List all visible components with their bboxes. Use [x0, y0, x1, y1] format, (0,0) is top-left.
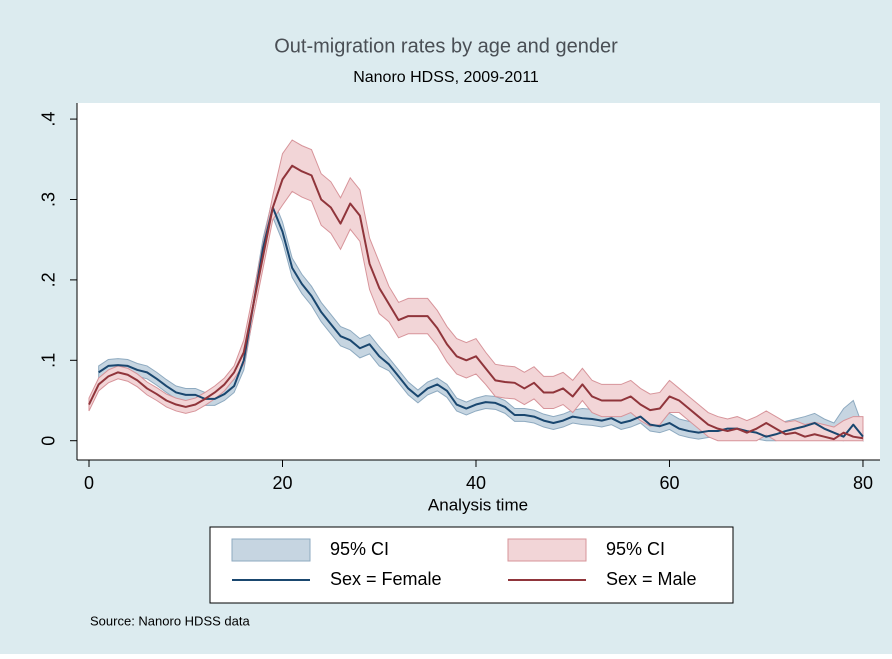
- y-tick-label: .2: [39, 272, 59, 287]
- x-axis-label: Analysis time: [428, 495, 528, 514]
- x-tick-label: 40: [466, 473, 486, 493]
- x-tick-label: 60: [659, 473, 679, 493]
- legend-key: [231, 538, 311, 562]
- y-tick-label: 0: [39, 436, 59, 446]
- legend-label: 95% CI: [330, 539, 389, 559]
- y-tick-label: .4: [39, 112, 59, 127]
- x-tick-label: 80: [853, 473, 873, 493]
- x-tick-label: 0: [84, 473, 94, 493]
- y-tick-label: .1: [39, 353, 59, 368]
- legend-label: Sex = Female: [330, 569, 442, 589]
- source-note: Source: Nanoro HDSS data: [90, 613, 250, 628]
- legend-label: Sex = Male: [606, 569, 697, 589]
- series-line: [88, 164, 864, 441]
- y-tick-label: .3: [39, 192, 59, 207]
- legend-label: 95% CI: [606, 539, 665, 559]
- chart-subtitle: Nanoro HDSS, 2009-2011: [353, 69, 539, 86]
- x-tick-label: 20: [272, 473, 292, 493]
- legend-key: [507, 538, 587, 562]
- ci-band: [88, 139, 864, 442]
- chart-title: Out-migration rates by age and gender: [274, 35, 618, 57]
